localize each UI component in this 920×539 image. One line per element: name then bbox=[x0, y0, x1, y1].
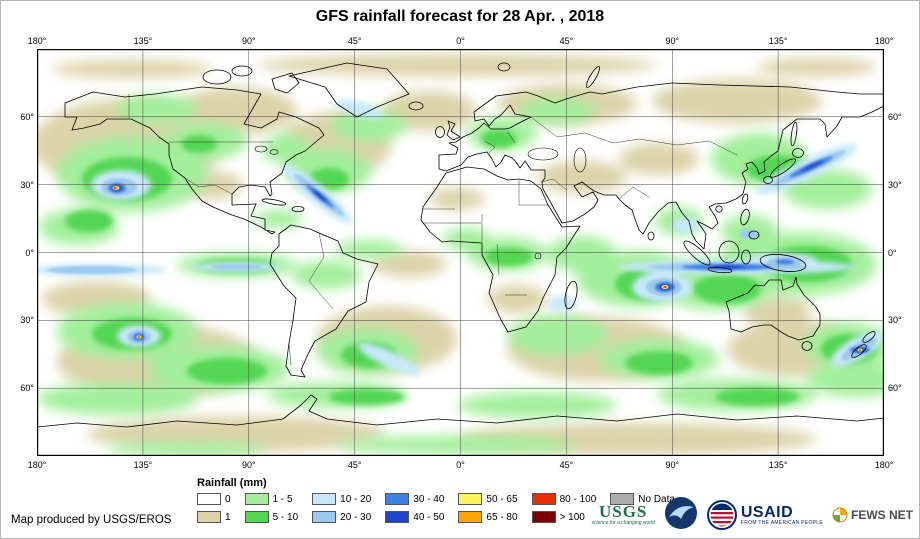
legend-label: 20 - 30 bbox=[340, 511, 372, 523]
tick-label: 60° bbox=[888, 111, 902, 122]
axis-labels-bottom: 180° 135° 90° 45° 0° 45° 90° 135° 180° bbox=[28, 460, 894, 470]
axis-labels-right: 60° 30° 0° 30° 60° bbox=[888, 49, 914, 456]
usgs-logo: USGS science for a changing world bbox=[591, 502, 655, 526]
legend-item: 20 - 30 bbox=[312, 510, 371, 524]
logos-row: USGS science for a changing world bbox=[591, 495, 913, 535]
credit-text: Map produced by USGS/EROS bbox=[11, 514, 172, 526]
tick-label: 135° bbox=[133, 460, 153, 470]
legend-item: No Data bbox=[610, 492, 675, 506]
legend-swatch bbox=[531, 511, 556, 523]
legend-swatch bbox=[312, 493, 337, 505]
legend-item: 1 - 5 bbox=[244, 492, 299, 506]
tick-label: 90° bbox=[665, 36, 680, 46]
axis-labels-left: 60° 30° 0° 30° 60° bbox=[8, 49, 34, 456]
legend-label: 50 - 65 bbox=[486, 493, 518, 505]
noaa-emblem-icon bbox=[664, 496, 697, 529]
tick-label: 45° bbox=[559, 460, 574, 470]
continents-layer bbox=[37, 62, 884, 428]
legend-item: > 100 bbox=[531, 510, 597, 524]
tick-label: 90° bbox=[241, 460, 256, 470]
legend-label: 80 - 100 bbox=[559, 493, 597, 505]
legend-item: 10 - 20 bbox=[312, 492, 371, 506]
legend-swatch bbox=[197, 493, 221, 505]
legend-item: 80 - 100 bbox=[531, 492, 597, 506]
tick-label: 30° bbox=[20, 179, 34, 190]
legend-item: 30 - 40 bbox=[385, 492, 444, 506]
usaid-logo: USAID FROM THE AMERICAN PEOPLE bbox=[706, 500, 823, 530]
usgs-tagline: science for a changing world bbox=[591, 520, 655, 526]
legend-swatch bbox=[385, 493, 410, 505]
usaid-text: USAID bbox=[740, 503, 794, 521]
tick-label: 90° bbox=[241, 36, 256, 46]
legend-label: 1 bbox=[225, 511, 231, 523]
legend-swatch bbox=[197, 511, 221, 523]
legend: 0 1 1 - 5 5 - 10 10 - 20 20 - 30 30 - 40 40 - 5… bbox=[197, 492, 675, 524]
legend-item: 1 bbox=[197, 510, 231, 524]
tick-label: 45° bbox=[559, 36, 574, 46]
tick-label: 30° bbox=[20, 315, 34, 326]
tick-label: 30° bbox=[888, 179, 902, 190]
axis-labels-top: 180° 135° 90° 45° 0° 45° 90° 135° 180° bbox=[28, 36, 894, 46]
legend-label: 5 - 10 bbox=[272, 511, 299, 523]
legend-item: 65 - 80 bbox=[458, 510, 518, 524]
legend-label: No Data bbox=[638, 493, 675, 505]
fewsnet-icon bbox=[832, 507, 848, 523]
tick-label: 180° bbox=[874, 460, 894, 470]
legend-swatch bbox=[531, 493, 556, 505]
legend-item: 50 - 65 bbox=[458, 492, 518, 506]
usaid-emblem-icon bbox=[706, 500, 737, 530]
legend-label: 1 - 5 bbox=[272, 493, 293, 505]
legend-swatch bbox=[385, 511, 410, 523]
tick-label: 180° bbox=[27, 36, 47, 46]
noaa-logo bbox=[664, 496, 698, 535]
legend-item: 5 - 10 bbox=[244, 510, 299, 524]
legend-label: 0 bbox=[225, 493, 231, 505]
fewsnet-logo: FEWS NET bbox=[832, 507, 913, 523]
tick-label: 180° bbox=[27, 460, 47, 470]
legend-swatch bbox=[244, 511, 269, 523]
world-map bbox=[37, 49, 884, 456]
legend-swatch bbox=[610, 493, 635, 505]
tick-label: 0° bbox=[456, 460, 465, 470]
legend-label: > 100 bbox=[559, 511, 585, 523]
legend-swatch bbox=[458, 511, 483, 523]
legend-label: 65 - 80 bbox=[486, 511, 518, 523]
tick-label: 90° bbox=[665, 460, 680, 470]
tick-label: 45° bbox=[347, 36, 362, 46]
legend-swatch bbox=[244, 493, 269, 505]
tick-label: 30° bbox=[888, 315, 902, 326]
tick-label: 0° bbox=[888, 247, 897, 258]
tick-label: 45° bbox=[347, 460, 362, 470]
legend-swatch bbox=[458, 493, 483, 505]
tick-label: 60° bbox=[888, 383, 902, 394]
legend-label: 30 - 40 bbox=[413, 493, 445, 505]
fewsnet-text: FEWS NET bbox=[851, 508, 913, 522]
tick-label: 0° bbox=[456, 36, 465, 46]
rainfall-layer bbox=[37, 54, 884, 456]
legend-item: 40 - 50 bbox=[385, 510, 444, 524]
tick-label: 180° bbox=[874, 36, 894, 46]
map-frame bbox=[37, 49, 884, 456]
tick-label: 135° bbox=[133, 36, 153, 46]
legend-item: 0 bbox=[197, 492, 231, 506]
tick-label: 60° bbox=[20, 383, 34, 394]
usgs-text: USGS bbox=[598, 502, 648, 521]
tick-label: 135° bbox=[768, 460, 788, 470]
legend-label: 40 - 50 bbox=[413, 511, 445, 523]
usaid-tagline: FROM THE AMERICAN PEOPLE bbox=[740, 519, 823, 526]
legend-swatch bbox=[312, 511, 337, 523]
page-title: GFS rainfall forecast for 28 Apr. , 2018 bbox=[315, 8, 605, 25]
tick-label: 0° bbox=[25, 247, 34, 258]
tick-label: 60° bbox=[20, 111, 34, 122]
tick-label: 135° bbox=[768, 36, 788, 46]
legend-label: 10 - 20 bbox=[340, 493, 372, 505]
legend-title: Rainfall (mm) bbox=[197, 477, 267, 489]
